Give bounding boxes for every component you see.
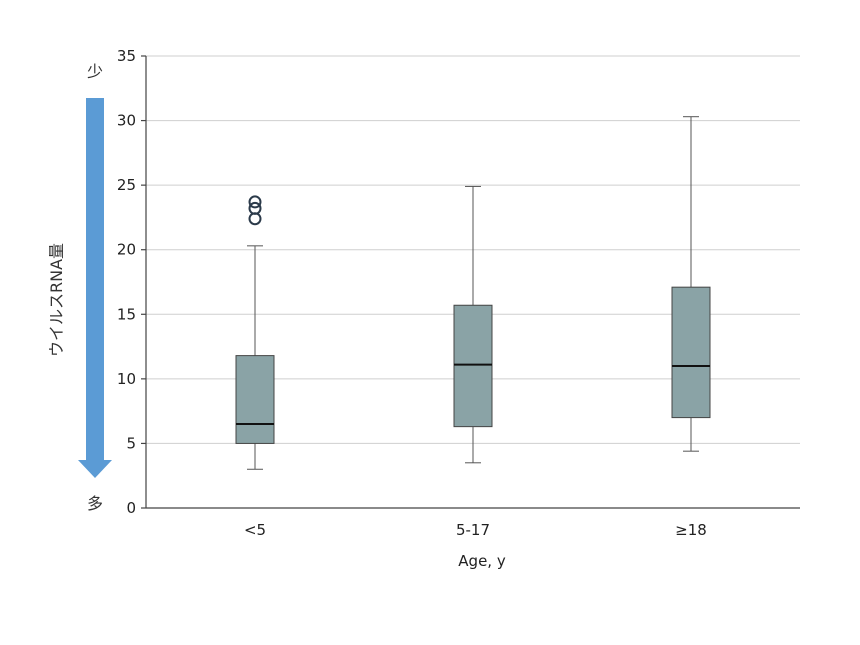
- x-tick-label: <5: [244, 521, 266, 539]
- y-tick-label: 5: [126, 434, 136, 452]
- iqr-box: [453, 304, 493, 428]
- box-group: [671, 116, 711, 452]
- y-tick-label: 20: [117, 241, 136, 259]
- y-tick-label: 30: [117, 112, 136, 130]
- y-tick-label: 15: [117, 305, 136, 323]
- box-group: [453, 185, 493, 464]
- box-series: [235, 116, 711, 470]
- y-tick-label: 35: [117, 47, 136, 65]
- arrow-shaft: [86, 98, 104, 460]
- indicator-top-label: 少: [87, 62, 103, 81]
- x-tick-label: ≥18: [675, 521, 707, 539]
- ylabel-indicator: 少 多 ウイルスRNA量: [47, 62, 112, 513]
- box-group: [235, 195, 275, 470]
- y-tick-label: 10: [117, 370, 136, 388]
- x-axis-title: Age, y: [458, 552, 506, 570]
- iqr-box: [671, 286, 711, 419]
- indicator-bottom-label: 多: [87, 494, 103, 513]
- arrow-head: [78, 460, 112, 478]
- outlier-point: [248, 195, 262, 209]
- outlier-point: [248, 201, 262, 215]
- x-tick-label: 5-17: [456, 521, 490, 539]
- y-axis-ticks: 0 5 10 15 20 25 30 35: [117, 47, 146, 517]
- y-axis-title: ウイルスRNA量: [47, 243, 66, 357]
- iqr-box: [235, 355, 275, 444]
- x-axis-ticks: <5 5-17 ≥18: [244, 521, 707, 539]
- y-tick-label: 25: [117, 176, 136, 194]
- y-tick-label: 0: [126, 499, 136, 517]
